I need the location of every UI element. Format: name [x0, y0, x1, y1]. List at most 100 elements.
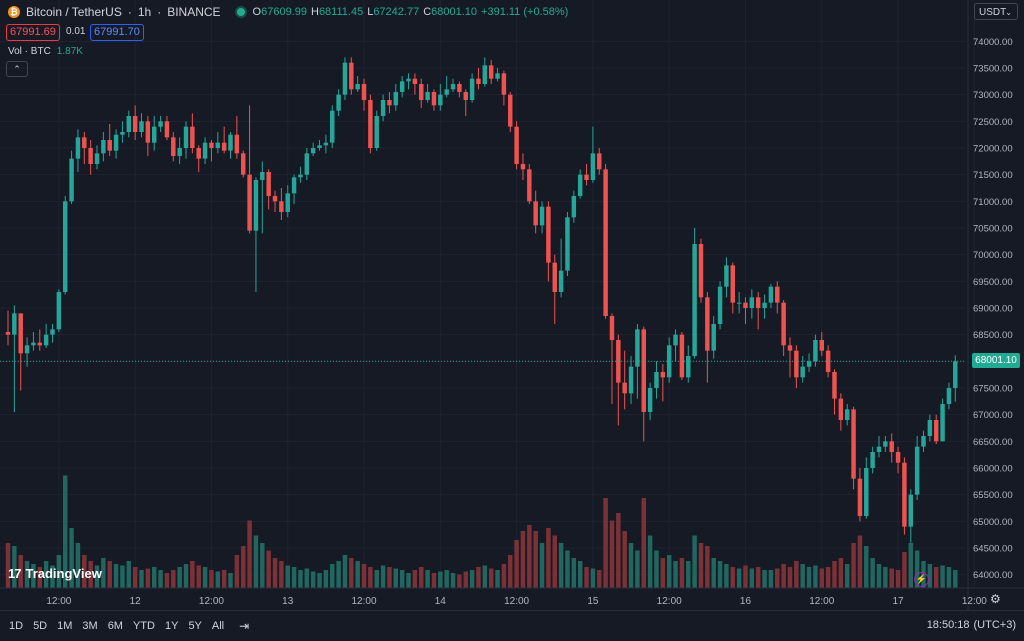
candle-body: [330, 110, 335, 143]
candle-body: [927, 420, 933, 436]
volume-bar: [234, 555, 240, 588]
volume-bar: [628, 543, 634, 588]
time-axis: 12:00 12 12:00 13 12:00 14 12:00 15 12:00 16 12:00…: [0, 587, 1024, 607]
candle-body: [94, 153, 100, 164]
range-button-5d[interactable]: 5D: [33, 620, 48, 632]
candle-body: [412, 78, 418, 84]
candle-body: [12, 313, 17, 335]
candle-body: [18, 313, 23, 354]
price-tick-label: 72000.00: [973, 144, 1013, 155]
currency-selector[interactable]: USDT ⌄: [974, 3, 1018, 20]
candle-body: [298, 174, 303, 178]
candle-body: [819, 340, 824, 351]
candle-body: [272, 196, 278, 202]
symbol-name[interactable]: Bitcoin / TetherUS: [26, 5, 122, 19]
candle-body: [152, 126, 157, 143]
candle-body: [794, 350, 799, 378]
candle-body: [508, 94, 513, 127]
candle-body: [743, 302, 748, 308]
candle-body: [37, 342, 43, 346]
candle-body: [438, 94, 443, 106]
volume-bar: [113, 564, 119, 588]
tradingview-logo-icon: 17: [8, 566, 22, 581]
price-tick-label: 70500.00: [973, 224, 1013, 235]
price-axis: 64000.00 64500.00 65000.00 65500.00 66000.00…: [967, 0, 1013, 610]
candle-body: [342, 62, 348, 95]
volume-bar: [228, 573, 233, 588]
price-tick-label: 70000.00: [973, 250, 1013, 261]
volume-bar: [552, 535, 557, 588]
volume-bar: [247, 520, 252, 588]
volume-bar: [546, 528, 551, 588]
spread-value: 0.01: [66, 26, 86, 37]
volume-bar: [622, 531, 627, 588]
candle-body: [113, 134, 119, 151]
volume-bar: [82, 555, 87, 588]
candle-body: [380, 100, 386, 116]
gear-icon[interactable]: ⚙: [990, 592, 1001, 606]
volume-bar: [590, 568, 596, 588]
volume-bar: [666, 555, 672, 588]
volume-bar: [298, 570, 303, 588]
candle-body: [75, 137, 81, 159]
candle-body: [660, 372, 666, 378]
volume-bar: [851, 543, 856, 588]
calendar-range-icon[interactable]: ⇥: [239, 619, 250, 633]
price-tick-label: 73500.00: [973, 64, 1013, 75]
bottom-toolbar: 1D 5D 1M 3M 6M YTD 1Y 5Y All ⇥ 18:50:18 (UTC+3): [0, 610, 1024, 641]
candle-body: [552, 262, 557, 292]
volume-bar: [584, 567, 589, 588]
candle-body: [933, 420, 939, 442]
volume-bar: [272, 558, 278, 588]
volume-bar: [692, 535, 697, 588]
volume-bar: [794, 561, 799, 588]
range-button-5y[interactable]: 5Y: [188, 620, 202, 632]
price-tick-label: 73000.00: [973, 90, 1013, 101]
candle-body: [247, 174, 252, 231]
range-button-1d[interactable]: 1D: [9, 620, 24, 632]
range-button-6m[interactable]: 6M: [107, 620, 123, 632]
volume-legend[interactable]: Vol · BTC 1.87K: [8, 46, 83, 57]
candle-body: [221, 142, 227, 151]
collapse-legend-button[interactable]: ⌃: [6, 61, 28, 77]
range-button-all[interactable]: All: [211, 620, 225, 632]
volume-bar: [813, 565, 818, 588]
volume-bar: [349, 558, 354, 588]
volume-bar: [883, 567, 888, 588]
candle-body: [762, 302, 767, 308]
price-tick-label: 72500.00: [973, 117, 1013, 128]
open-key: O: [252, 6, 262, 18]
sell-price-button[interactable]: 67991.69: [6, 24, 60, 41]
candle-body: [457, 84, 462, 92]
candle-body: [450, 84, 456, 90]
price-chart[interactable]: 64000.00 64500.00 65000.00 65500.00 66000.00…: [0, 0, 1024, 610]
candle-body: [285, 193, 290, 212]
candle-body: [82, 137, 87, 148]
volume-bar: [317, 573, 322, 588]
bolt-icon[interactable]: ⚡: [914, 572, 929, 587]
volume-bar: [145, 568, 151, 588]
tradingview-logo[interactable]: 17 TradingView: [8, 566, 102, 581]
range-button-3m[interactable]: 3M: [82, 620, 98, 632]
volume-bars: [5, 475, 958, 588]
volume-bar: [469, 570, 475, 588]
symbol-header[interactable]: ₿ Bitcoin / TetherUS · 1h · BINANCE O676…: [8, 4, 568, 20]
range-button-1y[interactable]: 1Y: [164, 620, 179, 632]
volume-bar: [889, 568, 894, 588]
candle-body: [520, 164, 526, 170]
candle-body: [838, 398, 844, 420]
candle-body: [673, 334, 678, 346]
clock[interactable]: 18:50:18 (UTC+3): [927, 619, 1016, 631]
candle-body: [870, 452, 875, 468]
volume-bar: [844, 564, 850, 588]
range-button-ytd[interactable]: YTD: [132, 620, 155, 632]
candle-body: [730, 265, 735, 303]
header-separator: ·: [127, 5, 132, 19]
interval-label[interactable]: 1h: [137, 5, 152, 19]
volume-bar: [196, 565, 201, 588]
candle-body: [209, 142, 214, 148]
volume-bar: [609, 520, 615, 588]
range-button-1m[interactable]: 1M: [57, 620, 73, 632]
buy-price-button[interactable]: 67991.70: [90, 24, 144, 41]
price-tick-label: 74000.00: [973, 37, 1013, 48]
